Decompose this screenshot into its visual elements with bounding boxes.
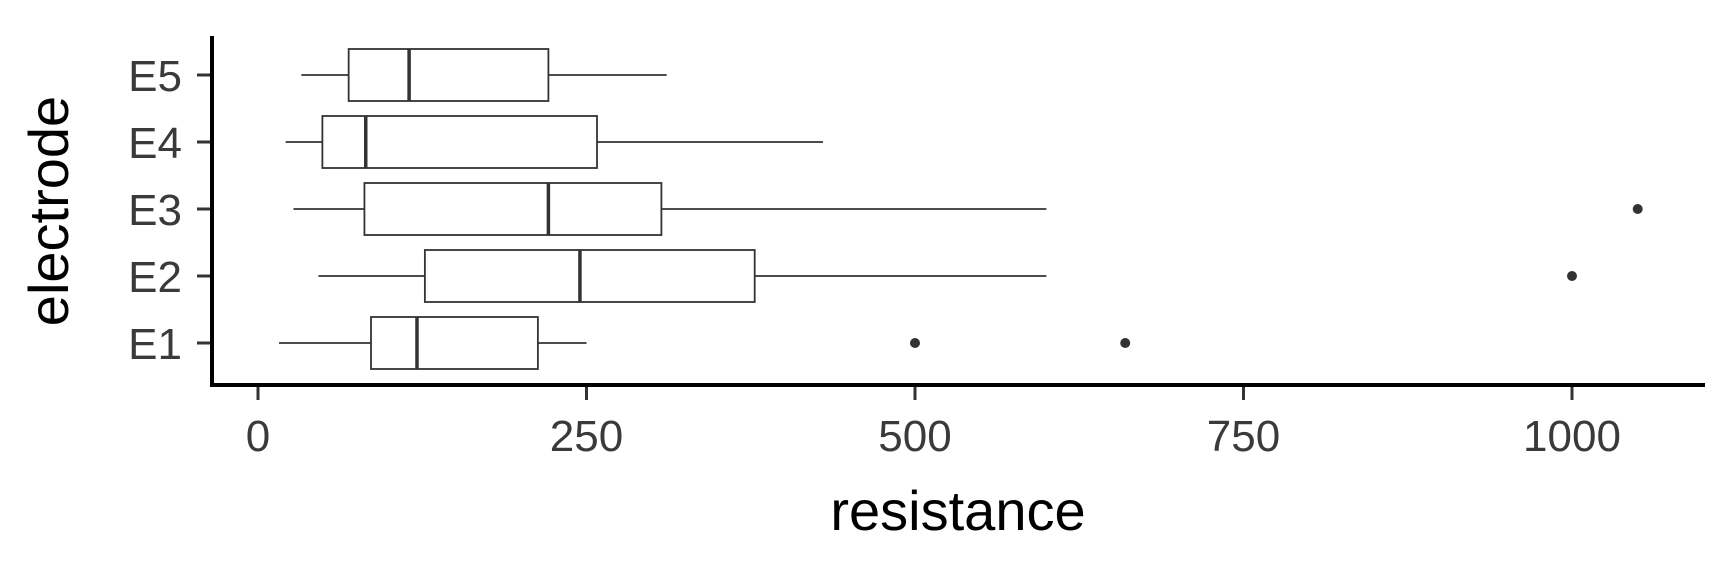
x-tick-label-750: 750 bbox=[1207, 412, 1280, 461]
box-e3 bbox=[363, 182, 663, 236]
outlier-e3-1 bbox=[1632, 204, 1643, 214]
box-e4 bbox=[321, 115, 598, 169]
y-tick-label-e2: E2 bbox=[128, 253, 182, 302]
y-tick-label-e4: E4 bbox=[128, 119, 182, 168]
axes-layer bbox=[210, 36, 1705, 387]
box-e1 bbox=[370, 316, 539, 370]
y-tick-label-e1: E1 bbox=[128, 320, 182, 369]
box-group-e4 bbox=[285, 115, 824, 169]
y-tick-label-e5: E5 bbox=[128, 52, 182, 101]
outlier-e1-2 bbox=[1120, 338, 1131, 348]
x-axis-title: resistance bbox=[830, 479, 1085, 542]
x-tick-label-1000: 1000 bbox=[1523, 412, 1621, 461]
x-tick-label-0: 0 bbox=[246, 412, 270, 461]
x-tick-label-250: 250 bbox=[550, 412, 623, 461]
boxes-layer bbox=[279, 48, 1643, 370]
ticks-layer: E1 E2 E3 E4 E5 0 250 500 750 1000 bbox=[128, 52, 1621, 461]
box-e2 bbox=[423, 249, 756, 303]
box-group-e1 bbox=[279, 316, 1131, 370]
outlier-e1-1 bbox=[910, 338, 920, 348]
outlier-e2-1 bbox=[1567, 271, 1577, 281]
box-group-e2 bbox=[318, 249, 1577, 303]
y-axis-title: electrode bbox=[17, 96, 80, 326]
x-tick-label-500: 500 bbox=[878, 412, 951, 461]
y-tick-label-e3: E3 bbox=[128, 186, 182, 235]
box-group-e3 bbox=[293, 182, 1643, 236]
box-e5 bbox=[347, 48, 550, 102]
box-group-e5 bbox=[301, 48, 667, 102]
